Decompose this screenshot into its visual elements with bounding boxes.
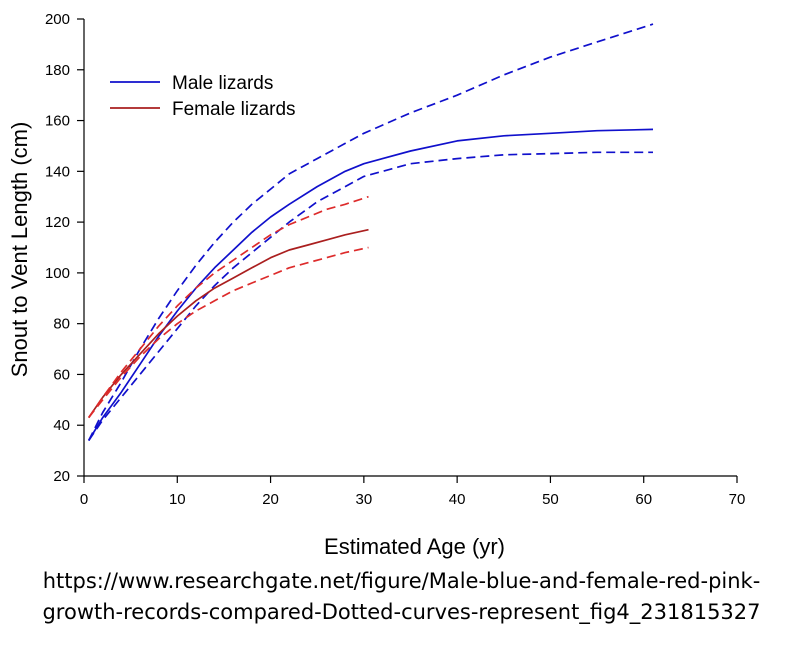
y-ticks: 20 40 60 80 100 120 140 160 180 200 — [45, 11, 84, 485]
series-line-4 — [88, 195, 369, 419]
x-tick-label: 50 — [542, 491, 559, 508]
series-line-1 — [87, 23, 654, 441]
series-line-0 — [87, 128, 654, 441]
y-tick-label: 140 — [45, 163, 70, 180]
x-tick-label: 70 — [729, 491, 746, 508]
series-line-3 — [88, 228, 369, 419]
x-tick-label: 40 — [449, 491, 466, 508]
growth-chart: 0 10 20 30 40 50 60 70 204060801001201401601802… — [7, 11, 746, 559]
legend: Male lizards Female lizards — [110, 73, 296, 120]
y-tick-label: 80 — [53, 316, 70, 333]
x-ticks: 0 10 20 30 40 50 60 70 — [80, 476, 746, 508]
y-tick-label: 100 — [45, 265, 70, 282]
x-axis-title: Estimated Age (yr) — [324, 534, 505, 559]
legend-label-1: Female lizards — [172, 99, 296, 120]
y-tick-label: 40 — [53, 417, 70, 434]
y-axis-title: Snout to Vent Length (cm) — [7, 122, 32, 378]
x-tick-label: 30 — [356, 491, 373, 508]
caption-line-2: growth-records-compared-Dotted-curves-re… — [42, 600, 761, 624]
caption-line-1: https://www.researchgate.net/figure/Male… — [42, 569, 761, 593]
y-tick-label: 200 — [45, 11, 70, 28]
y-tick-label: 160 — [45, 113, 70, 130]
y-tick-label: 180 — [45, 62, 70, 79]
x-tick-label: 60 — [635, 491, 652, 508]
y-tick-label: 60 — [53, 366, 70, 383]
y-tick-label: 20 — [53, 468, 70, 485]
source-caption: https://www.researchgate.net/figure/Male… — [0, 566, 803, 628]
chart-axes — [83, 19, 737, 477]
x-tick-label: 0 — [80, 491, 88, 508]
x-tick-label: 10 — [169, 491, 186, 508]
series-line-5 — [88, 246, 369, 419]
legend-label-0: Male lizards — [172, 73, 273, 94]
y-tick-label: 120 — [45, 214, 70, 231]
series-line-2 — [87, 151, 653, 441]
series-lines — [87, 23, 654, 441]
x-tick-label: 20 — [262, 491, 279, 508]
